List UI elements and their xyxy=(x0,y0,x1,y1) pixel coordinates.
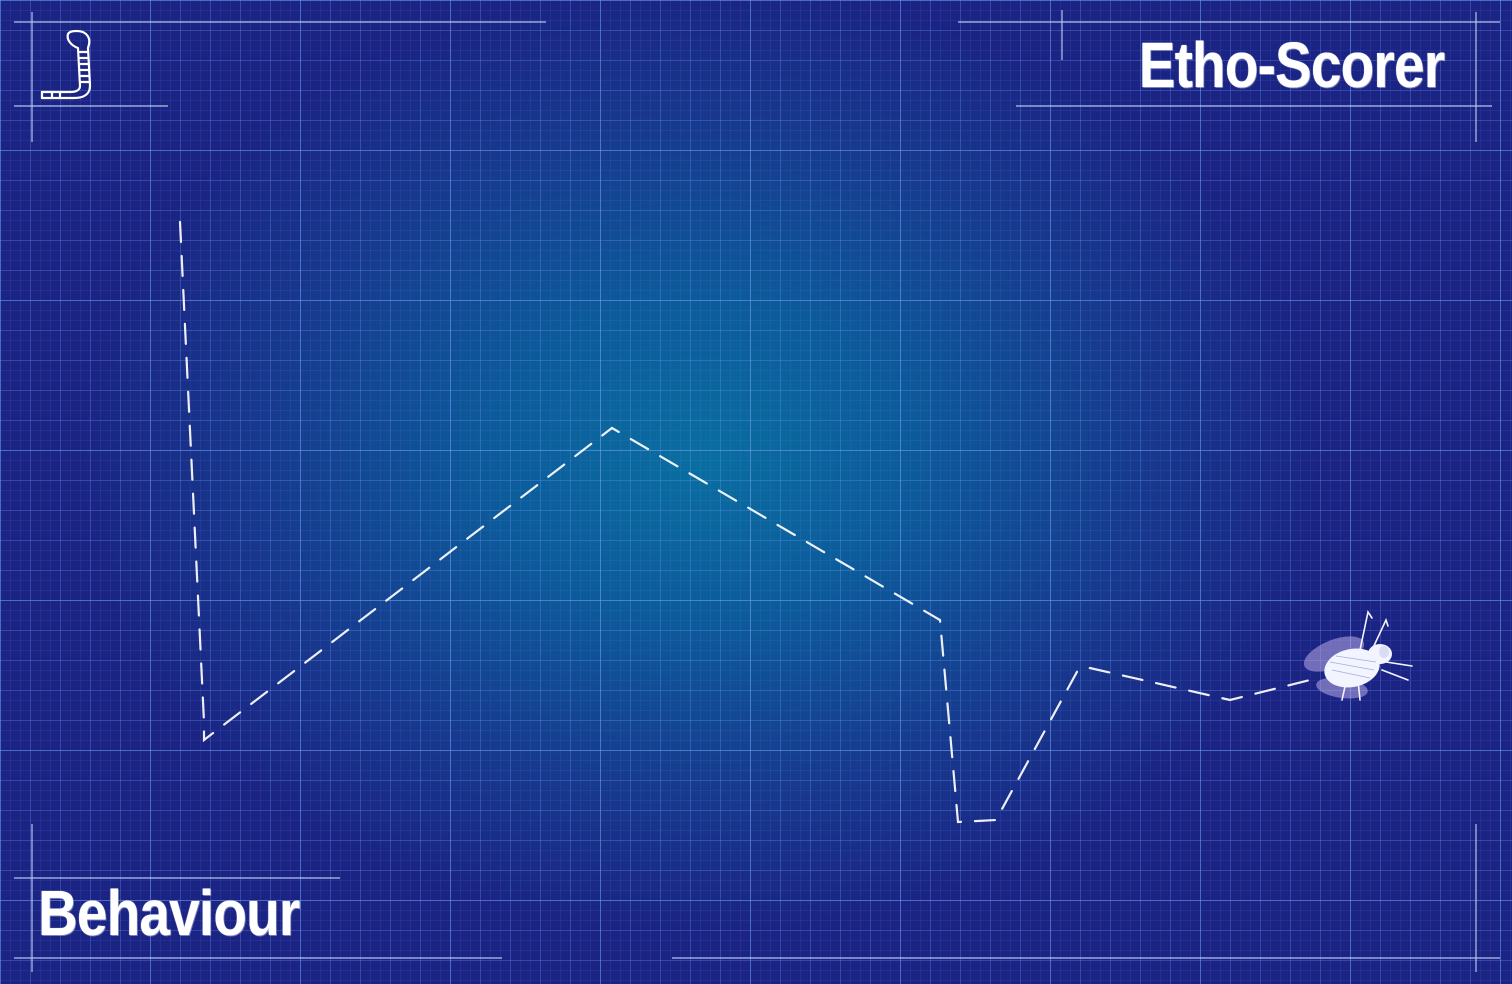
section-label: Behaviour xyxy=(38,877,300,949)
app-title: Etho-Scorer xyxy=(1138,29,1444,101)
fruit-fly-icon xyxy=(1303,609,1413,701)
larva-logo-icon xyxy=(40,29,92,100)
